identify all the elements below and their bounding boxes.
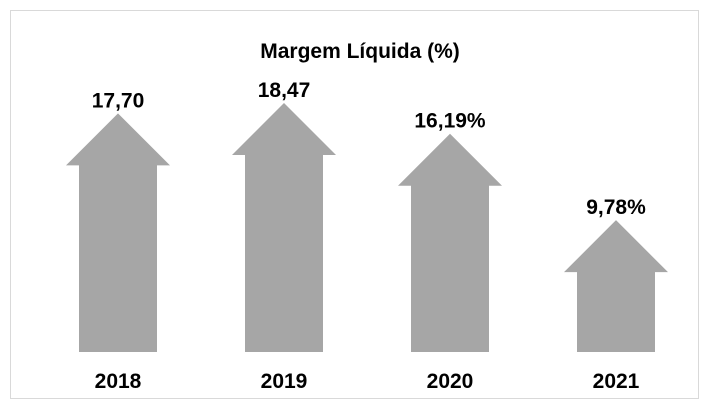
arrow-bar bbox=[232, 103, 336, 352]
arrow-bar bbox=[398, 133, 502, 352]
chart-title: Margem Líquida (%) bbox=[260, 40, 460, 63]
arrow-bar bbox=[66, 113, 170, 352]
arrow-bar bbox=[564, 220, 668, 352]
x-tick-label: 2020 bbox=[427, 370, 474, 393]
x-tick-label: 2021 bbox=[593, 370, 640, 393]
value-label: 18,47 bbox=[258, 79, 311, 102]
value-label: 9,78% bbox=[586, 196, 646, 219]
x-tick-label: 2019 bbox=[261, 370, 308, 393]
value-label: 17,70 bbox=[92, 89, 145, 112]
value-label: 16,19% bbox=[414, 110, 486, 133]
x-tick-label: 2018 bbox=[95, 370, 142, 393]
